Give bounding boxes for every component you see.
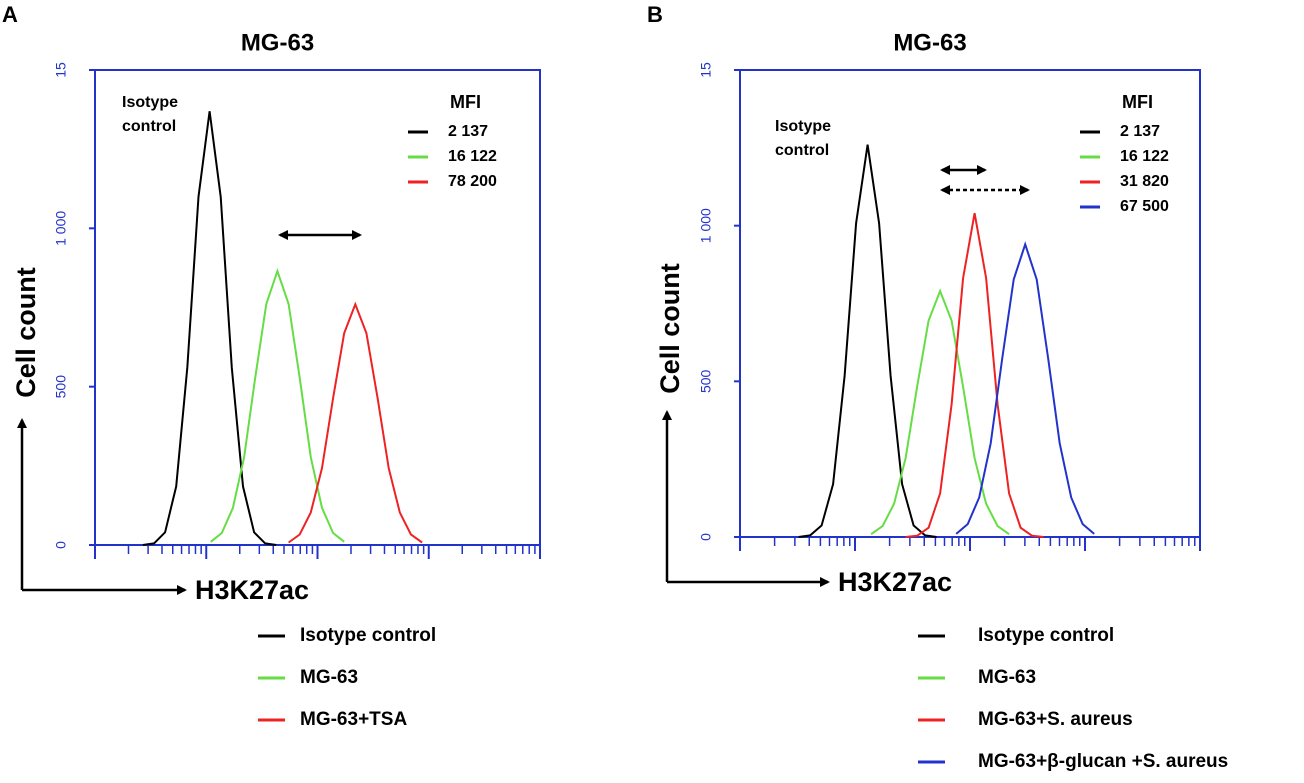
- legend-label: Isotype control: [300, 625, 436, 646]
- y-tick-label: 15: [53, 62, 69, 78]
- histogram-line: [955, 241, 1095, 535]
- y-tick-label: 0: [53, 541, 69, 549]
- mfi-label: 2 137: [448, 123, 488, 140]
- annotation: Isotype: [122, 94, 178, 111]
- y-tick-label: 0: [698, 533, 714, 541]
- histogram-line: [210, 267, 345, 543]
- y-tick-label: 500: [698, 369, 714, 393]
- histogram-line: [142, 111, 277, 546]
- histogram-line: [288, 301, 423, 544]
- annotation: control: [775, 142, 829, 159]
- x-axis-label: H3K27ac: [195, 575, 309, 605]
- annotation: Isotype: [775, 118, 831, 135]
- legend-label: MG-63+β-glucan +S. aureus: [978, 751, 1228, 772]
- y-tick-label: 500: [53, 375, 69, 399]
- mfi-label: 16 122: [1120, 148, 1169, 165]
- chart-title: MG-63: [893, 29, 966, 56]
- y-tick-label: 15: [698, 62, 714, 78]
- y-axis-label: Cell count: [655, 263, 685, 394]
- panel-letter: B: [647, 2, 663, 27]
- panel-letter: A: [2, 2, 18, 27]
- mfi-label: 78 200: [448, 173, 497, 190]
- mfi-label: 16 122: [448, 148, 497, 165]
- y-tick-label: 1 000: [698, 208, 714, 243]
- histogram-line: [798, 144, 937, 538]
- histogram-line: [870, 288, 1010, 536]
- legend-label: Isotype control: [978, 625, 1114, 646]
- histogram-line: [905, 213, 1044, 538]
- y-axis-label: Cell count: [11, 267, 41, 398]
- mfi-title: MFI: [1122, 92, 1153, 112]
- mfi-title: MFI: [450, 92, 481, 112]
- legend-label: MG-63+TSA: [300, 709, 407, 730]
- legend-label: MG-63: [300, 667, 358, 688]
- mfi-label: 67 500: [1120, 198, 1169, 215]
- mfi-label: 2 137: [1120, 123, 1160, 140]
- legend-label: MG-63: [978, 667, 1036, 688]
- annotation: control: [122, 118, 176, 135]
- legend-label: MG-63+S. aureus: [978, 709, 1133, 730]
- y-tick-label: 1 000: [53, 211, 69, 246]
- chart-title: MG-63: [241, 29, 314, 56]
- x-axis-label: H3K27ac: [838, 567, 952, 597]
- plot-frame: [94, 69, 541, 546]
- mfi-label: 31 820: [1120, 173, 1169, 190]
